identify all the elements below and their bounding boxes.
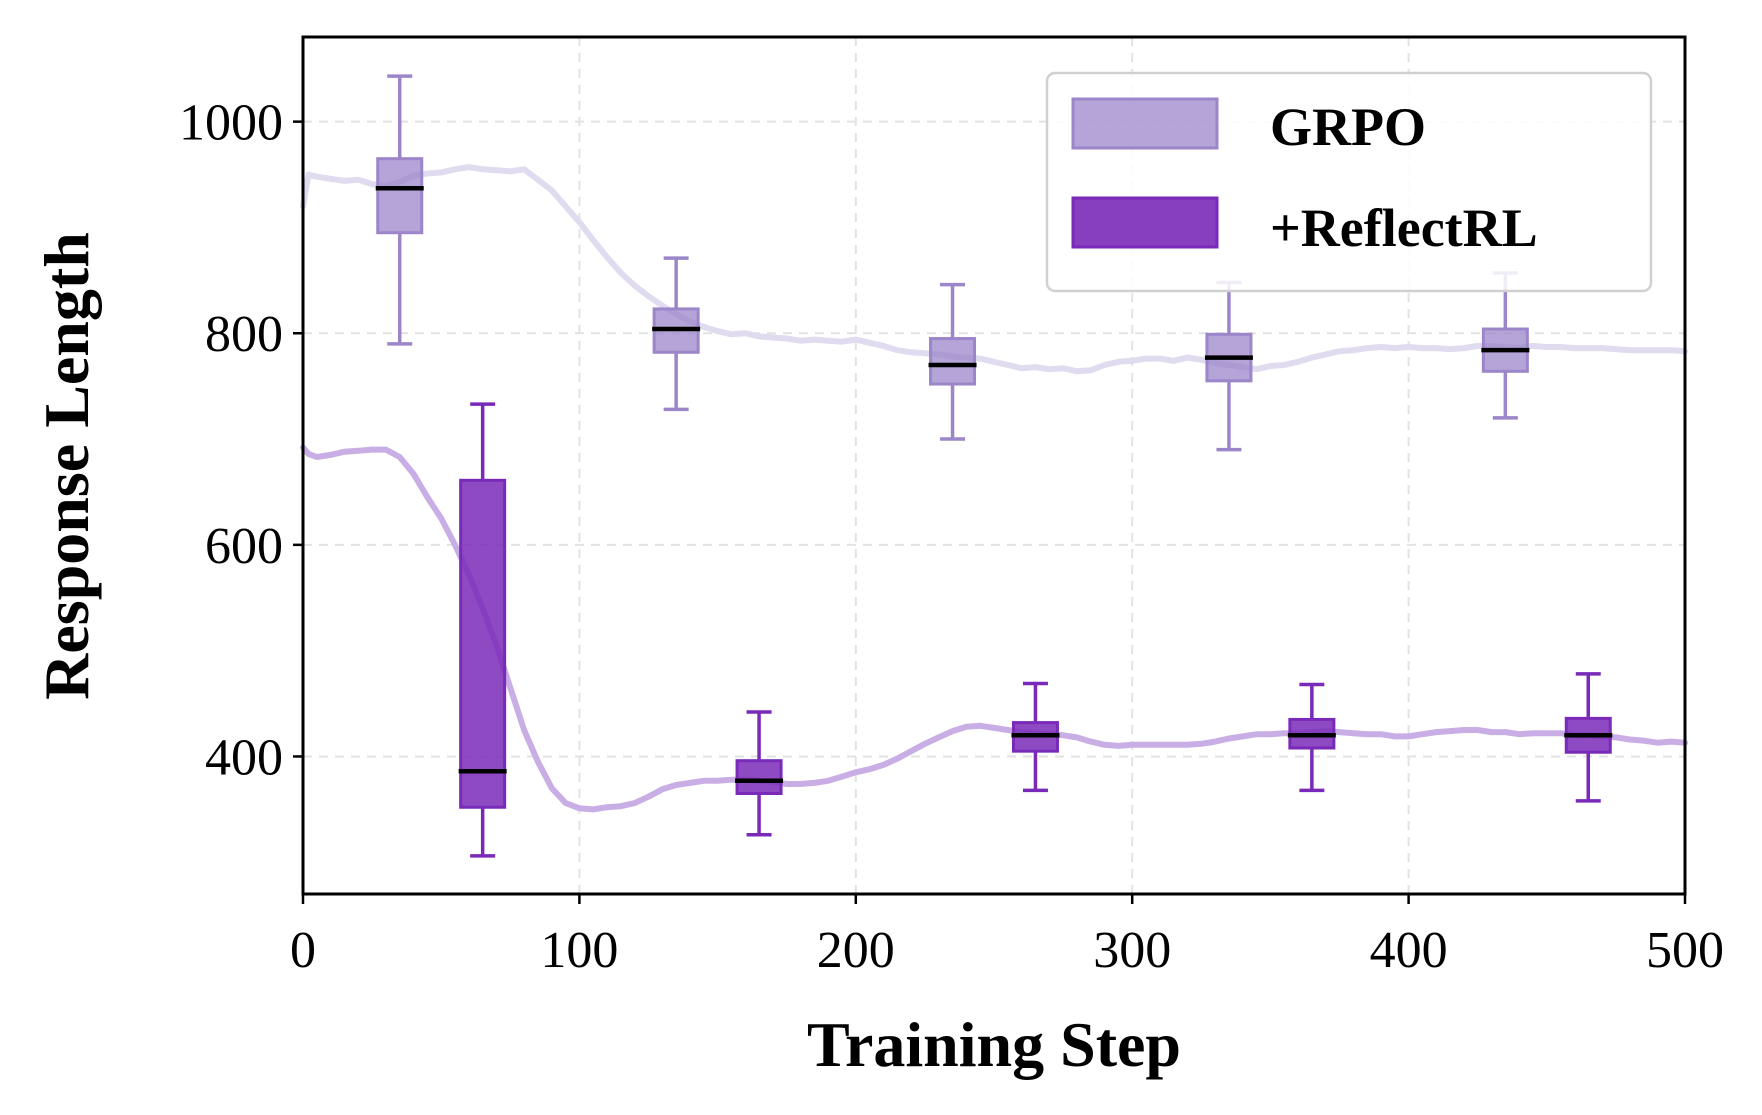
box-plot-grpo [1481,271,1530,420]
x-tick-label: 0 [290,922,316,979]
plot-frame [301,35,1687,896]
box-plot-reflectrl [458,402,507,858]
box-plot-grpo [1204,280,1253,452]
box-plot-grpo [652,256,701,412]
tick-layer: 0 100 200 300 400 500 400 600 800 1000 [179,95,1724,979]
legend-swatch-grpo [1071,97,1219,150]
box-plot-reflectrl [1011,681,1060,793]
box-plot-reflectrl [1564,672,1613,803]
line-layer [300,164,1688,813]
legend: GRPO +ReflectRL [1045,71,1653,293]
box-iqr [376,157,424,235]
x-tick-label: 500 [1646,922,1724,979]
box-layer [375,74,1613,858]
y-tick-label: 600 [205,518,283,575]
box-iqr [929,337,977,386]
legend-swatch-reflectrl [1071,196,1219,249]
y-tick-label: 800 [205,306,283,363]
x-tick-label: 300 [1093,922,1171,979]
y-tick-label: 1000 [179,95,283,152]
box-plot-reflectrl [735,710,784,837]
box-iqr [459,478,507,809]
box-plot-grpo [375,74,424,346]
box-plot-reflectrl [1287,682,1336,793]
box-plot-grpo [928,282,977,441]
series-line-reflectrl [300,444,1688,813]
x-tick-label: 100 [540,922,618,979]
y-axis-title: Response Length [31,232,102,700]
legend-label-grpo: GRPO [1270,97,1426,157]
y-tick-label: 400 [205,729,283,786]
x-tick-label: 400 [1370,922,1448,979]
legend-label-reflectrl: +ReflectRL [1270,198,1538,258]
box-iqr [735,759,783,795]
x-tick-label: 200 [817,922,895,979]
x-axis-title: Training Step [807,1009,1181,1080]
series-line-grpo [300,164,1688,375]
